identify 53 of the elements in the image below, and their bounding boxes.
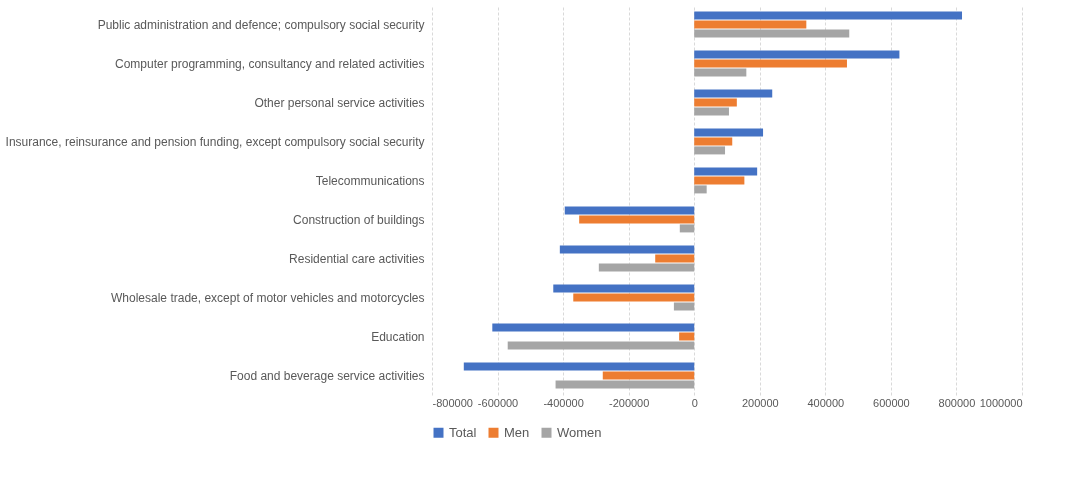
x-tick-label: 200000 (741, 396, 779, 409)
y-tick-label: Food and beverage service activities (229, 368, 425, 383)
bar (602, 371, 695, 380)
bar (463, 362, 695, 371)
bar (694, 107, 729, 116)
bar (694, 50, 900, 59)
y-tick-label: Telecommunications (315, 173, 425, 188)
bar (694, 89, 773, 98)
x-tick-label: -400000 (543, 396, 584, 409)
bar (694, 29, 850, 38)
y-tick-label: Education (371, 329, 425, 344)
bar (555, 380, 695, 389)
bar (694, 20, 807, 29)
y-tick-label: Insurance, reinsurance and pension funding, except compulsory social security (5, 134, 425, 149)
bar (573, 293, 695, 302)
x-tick-label: 400000 (807, 396, 845, 409)
y-tick-label: Residential care activities (289, 251, 425, 266)
bar (694, 176, 745, 185)
bar (694, 146, 726, 155)
x-tick-label: -600000 (477, 396, 519, 409)
bar (679, 332, 695, 341)
bar (507, 341, 695, 350)
y-tick-label: Wholesale trade, except of motor vehicles and motorcycles (111, 290, 425, 305)
bar (694, 128, 764, 137)
y-tick-label: Construction of buildings (293, 212, 425, 227)
x-tick-label: -800000 (432, 396, 473, 409)
bar (694, 137, 733, 146)
bar (559, 245, 695, 254)
bar (694, 59, 847, 68)
x-tick-label: 1000000 (979, 396, 1023, 409)
bar (553, 284, 695, 293)
bar (579, 215, 695, 224)
bar (694, 185, 707, 194)
x-tick-label: 0 (691, 396, 698, 409)
bar (655, 254, 695, 263)
bar (564, 206, 695, 215)
x-tick-label: -200000 (608, 396, 650, 409)
legend-label: Men (504, 424, 530, 440)
y-tick-label: Public administration and defence; compulsory social security (97, 17, 425, 32)
bar (694, 68, 747, 77)
bar (492, 323, 695, 332)
bar (694, 167, 758, 176)
bar (679, 224, 695, 233)
bar (598, 263, 695, 272)
bar (673, 302, 695, 311)
x-tick-label: 800000 (938, 396, 976, 409)
legend-label: Women (557, 424, 602, 440)
y-tick-label: Other personal service activities (254, 95, 425, 110)
x-tick-label: 600000 (873, 396, 910, 409)
legend-label: Total (449, 424, 477, 440)
bar (694, 98, 737, 107)
y-tick-label: Computer programming, consultancy and related activities (115, 56, 425, 71)
bar (694, 11, 963, 20)
